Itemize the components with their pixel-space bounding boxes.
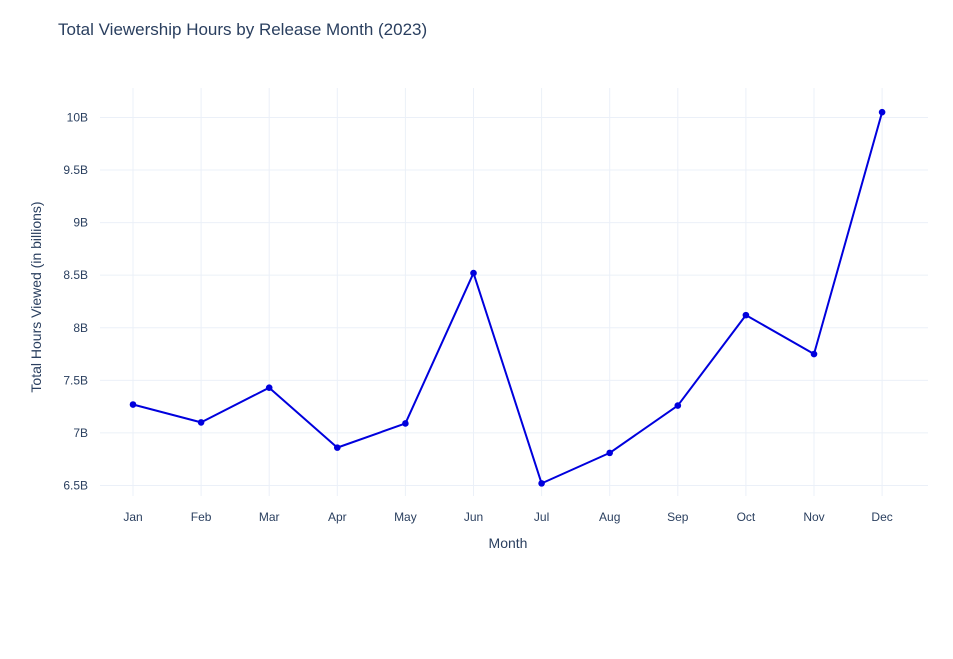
y-tick-label: 7B [73,426,88,440]
data-point [334,444,341,451]
x-tick-label: Jun [464,510,483,524]
data-point [402,420,409,427]
data-point [674,402,682,409]
y-tick-label: 6.5B [63,478,88,492]
y-tick-label: 10B [67,110,88,124]
x-tick-label: Apr [328,510,347,524]
data-point [129,401,137,408]
y-axis-ticks: 6.5B 7B 7.5B 8B 8.5B 9B 9.5B 10B [63,110,88,492]
x-tick-label: Feb [191,510,212,524]
x-tick-label: Jul [534,510,549,524]
chart-title: Total Viewership Hours by Release Month … [58,20,428,39]
grid-lines [100,88,928,496]
series-group [129,108,886,487]
x-tick-label: Nov [803,510,824,524]
x-axis-ticks: Jan Feb Mar Apr May Jun Jul Aug Sep Oct Nov Dec [123,510,892,524]
data-point [265,384,273,391]
y-tick-label: 8.5B [63,268,88,282]
x-axis-label: Month [489,535,528,551]
data-point [742,311,750,319]
x-tick-label: Jan [123,510,142,524]
data-point [810,350,818,358]
x-tick-label: Sep [667,510,689,524]
series-line [132,111,884,485]
data-point [538,480,545,487]
x-tick-label: May [394,510,417,524]
data-point [606,449,613,457]
y-tick-label: 7.5B [63,373,88,387]
y-axis-label: Total Hours Viewed (in billions) [28,201,44,392]
y-tick-label: 9B [73,216,88,230]
data-point [197,419,205,426]
y-tick-label: 8B [73,321,88,335]
y-tick-label: 9.5B [63,163,88,177]
x-tick-label: Aug [599,510,620,524]
x-tick-label: Dec [871,510,892,524]
x-tick-label: Mar [259,510,280,524]
data-point [878,108,886,116]
x-tick-label: Oct [737,510,756,524]
data-point [470,269,477,277]
